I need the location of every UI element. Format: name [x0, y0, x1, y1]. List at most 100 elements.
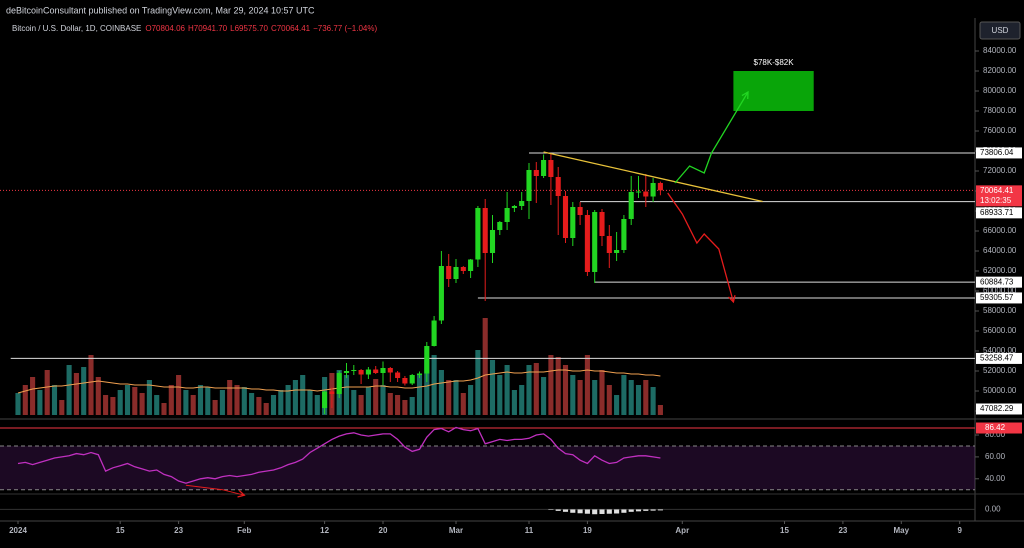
volume-bar [300, 375, 306, 415]
change: −736.77 (−1.04%) [313, 24, 377, 33]
macd-bar [555, 509, 561, 511]
volume-bar [650, 387, 656, 415]
volume-bar [373, 379, 379, 415]
candle-body [416, 373, 423, 375]
volume-bar [278, 390, 284, 415]
candle-body [511, 206, 517, 208]
price-tag [976, 403, 1022, 415]
volume-bar [30, 377, 36, 415]
volume-bar [614, 395, 620, 415]
volume-bar [628, 380, 634, 415]
volume-bar [44, 370, 50, 415]
candle-body [504, 208, 510, 222]
y-tick-label: 54000.00 [983, 346, 1017, 355]
arrow-head [237, 489, 246, 498]
volume-bar [139, 393, 145, 415]
volume-bar [504, 365, 510, 415]
volume-bar [621, 375, 627, 415]
candle-body [460, 267, 466, 271]
volume-bar [161, 403, 167, 415]
volume-bar [190, 395, 196, 415]
macd-bar [643, 509, 649, 511]
candle-body [475, 208, 481, 260]
ohlc-low: L69575.70 [230, 24, 268, 33]
macd-tick-label: 0.00 [985, 505, 1001, 514]
candle-body [365, 369, 371, 375]
volume-bar [176, 375, 182, 415]
arrow-head [741, 90, 749, 100]
candle-body [599, 212, 605, 236]
x-tick-label: 23 [174, 526, 183, 535]
candle-body [562, 196, 569, 238]
x-tick-label: 19 [583, 526, 592, 535]
candle-body [446, 266, 452, 279]
rsi-divergence [185, 484, 245, 496]
candle-body [329, 391, 335, 394]
volume-bar [497, 375, 503, 415]
price-tag [976, 276, 1022, 288]
volume-bar [314, 395, 320, 415]
macd-bar [570, 509, 576, 513]
volume-bar [548, 355, 554, 415]
volume-bar [22, 385, 28, 415]
candle-body [497, 222, 503, 230]
volume-bar [205, 387, 211, 415]
volume-bar [468, 385, 474, 415]
price-tag [976, 352, 1022, 364]
candle-body [402, 378, 408, 384]
volume-bar [197, 385, 204, 415]
volume-bar [526, 365, 532, 415]
volume-bar [584, 355, 590, 415]
y-tick-label: 60000.00 [983, 286, 1017, 295]
candle-body [489, 230, 496, 253]
rsi-line [17, 426, 661, 484]
countdown: 13:02:35 [980, 196, 1012, 205]
candle-body [592, 212, 598, 272]
candle-body [533, 170, 539, 176]
candle-body [373, 369, 379, 373]
volume-bar [256, 397, 262, 415]
macd-bar [577, 509, 583, 514]
volume-bar [475, 350, 481, 415]
candle-body [395, 372, 401, 378]
volume-bar [438, 370, 444, 415]
candle-body [570, 207, 576, 238]
y-tick-label: 62000.00 [983, 266, 1017, 275]
volume-bar [117, 390, 123, 415]
price-tag [976, 207, 1022, 219]
volume-bar [124, 385, 131, 415]
candle-body [343, 371, 350, 373]
candle-body [453, 267, 459, 279]
volume-bar [219, 390, 225, 415]
macd-bar [606, 509, 612, 514]
candle-body [424, 346, 430, 374]
candle-body [519, 201, 525, 206]
forecast-arrow [667, 192, 735, 303]
y-tick-label: 64000.00 [983, 246, 1017, 255]
price-tag [976, 147, 1022, 159]
candle-body [650, 183, 656, 197]
currency-button[interactable] [979, 21, 1021, 40]
volume-bar [358, 395, 364, 415]
volume-bar [51, 385, 58, 415]
x-tick-label: May [894, 526, 910, 535]
forecast-arrow [674, 91, 749, 184]
macd-bar [562, 509, 569, 512]
x-tick-label: 12 [320, 526, 329, 535]
volume-bar [431, 355, 437, 415]
volume-bar [88, 355, 94, 415]
candle-body [431, 320, 437, 346]
volume-bar [270, 395, 277, 415]
volume-bar [132, 387, 138, 415]
volume-bar [519, 385, 525, 415]
volume-bar [446, 380, 452, 415]
rsi-tick-label: 60.00 [985, 452, 1006, 461]
volume-bar [307, 390, 313, 415]
volume-bar [81, 367, 87, 415]
volume-bar [249, 393, 255, 415]
candle-body [555, 177, 561, 196]
volume-bar [227, 380, 233, 415]
y-tick-label: 56000.00 [983, 326, 1017, 335]
x-tick-label: 23 [838, 526, 847, 535]
